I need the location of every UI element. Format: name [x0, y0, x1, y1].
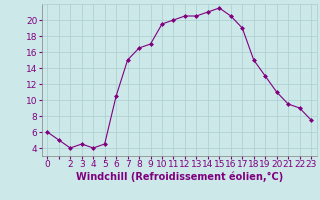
X-axis label: Windchill (Refroidissement éolien,°C): Windchill (Refroidissement éolien,°C)	[76, 172, 283, 182]
